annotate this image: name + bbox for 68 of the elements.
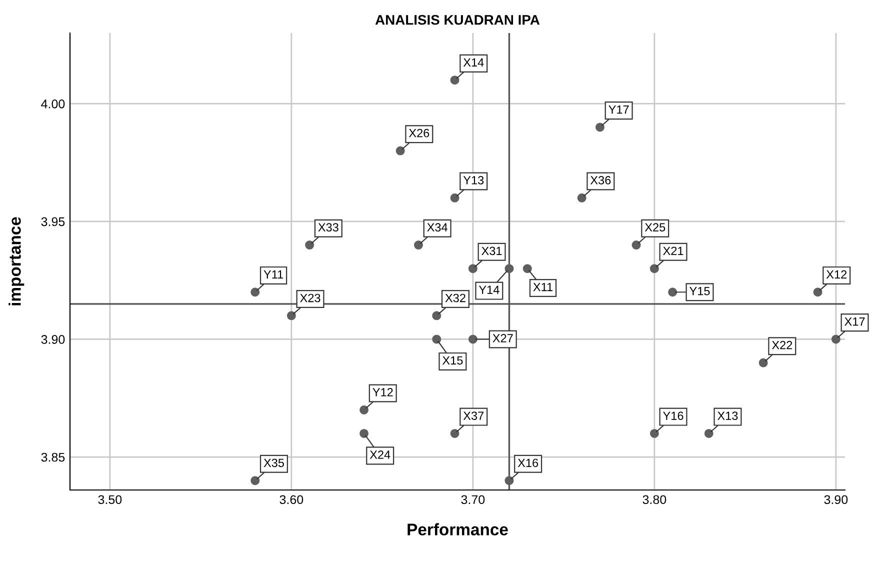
annotation: X26 (408, 128, 430, 138)
x-tick-label: 3.60 (280, 495, 304, 504)
point (286, 311, 296, 320)
y-tick-label: 3.90 (41, 335, 65, 344)
annotation: Y13 (463, 176, 484, 184)
point (450, 428, 460, 438)
point (468, 334, 478, 344)
annotation: X11 (533, 282, 552, 292)
point (250, 476, 260, 486)
point (250, 288, 260, 297)
point (668, 288, 678, 297)
point (396, 146, 405, 156)
annotation: X24 (370, 450, 390, 459)
x-tick-label: 3.50 (98, 495, 122, 504)
point (650, 264, 659, 274)
y-tick-label: 3.85 (41, 452, 65, 462)
point (595, 122, 604, 132)
y-tick-label: 4.00 (41, 99, 65, 108)
annotation: X16 (518, 458, 538, 468)
point (432, 311, 442, 320)
annotation: X23 (300, 294, 320, 302)
annotation: X22 (772, 340, 792, 350)
point (758, 358, 768, 368)
point (632, 240, 641, 250)
point (414, 240, 423, 250)
annotation: X17 (844, 318, 865, 326)
annotation: X13 (717, 412, 738, 420)
point (360, 428, 369, 438)
annotation: X27 (492, 334, 513, 342)
annotation: X33 (318, 223, 338, 232)
annotation: X25 (644, 223, 666, 232)
annotation: Y11 (264, 270, 284, 279)
annotation: Y15 (690, 287, 710, 296)
annotation: Y12 (372, 388, 393, 396)
point (432, 334, 442, 344)
point (577, 193, 586, 202)
annotation: Y14 (478, 286, 500, 294)
annotation: X35 (264, 458, 284, 468)
point (831, 334, 840, 344)
annotation: X32 (445, 294, 466, 302)
y-tick-label: 3.95 (41, 217, 65, 226)
x-tick-label: 3.70 (461, 495, 485, 504)
annotation: Y17 (608, 105, 629, 114)
annotation: X34 (427, 223, 448, 232)
y-axis-title: importance (8, 217, 24, 306)
point (450, 76, 460, 85)
point (504, 476, 514, 486)
annotation: X31 (482, 246, 502, 256)
point (450, 193, 460, 202)
chart-title: ANALISIS KUADRAN IPA (375, 14, 540, 25)
annotation: Y16 (663, 412, 684, 420)
point (813, 288, 822, 297)
x-axis-title: Performance (408, 523, 508, 536)
point (650, 428, 659, 438)
x-tick-label: 3.90 (824, 495, 848, 504)
annotation: X15 (442, 356, 463, 365)
point (504, 264, 514, 274)
point (704, 428, 714, 438)
annotation: X37 (463, 412, 484, 420)
point (305, 240, 314, 250)
annotation: X12 (826, 270, 847, 279)
annotation: X21 (663, 246, 684, 255)
point (522, 264, 532, 274)
point (468, 264, 478, 274)
annotation: X14 (463, 58, 484, 66)
x-tick-label: 3.80 (642, 495, 666, 504)
point (360, 405, 369, 414)
annotation: X36 (590, 176, 611, 184)
